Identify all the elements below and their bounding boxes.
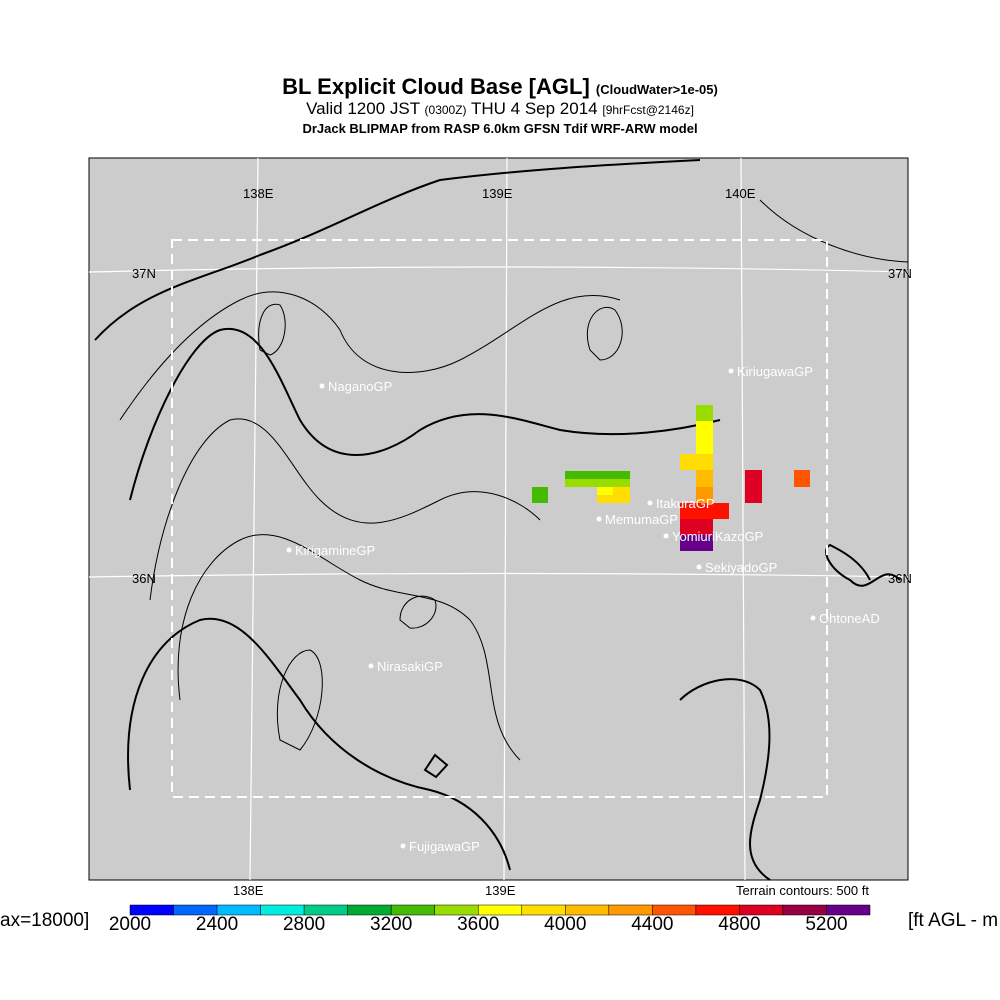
colorbar-tick-label: 2400: [195, 914, 239, 935]
lat-label: 37N: [132, 266, 156, 281]
site-label: YomiuriKazoGP: [672, 529, 764, 544]
chart-title: BL Explicit Cloud Base [AGL] (CloudWater…: [0, 74, 1000, 100]
site-label: FujigawaGP: [409, 839, 480, 854]
colorbar-left-label: ax=18000]: [0, 910, 90, 931]
cell: [532, 487, 548, 503]
lat-label: 36N: [132, 571, 156, 586]
cell: [565, 471, 630, 479]
chart-subtitle: Valid 1200 JST (0300Z) THU 4 Sep 2014 [9…: [0, 99, 1000, 119]
colorbar-tick-label: 2000: [108, 914, 152, 935]
lon-label: 139E: [485, 883, 516, 898]
domain-boundary: [171, 239, 828, 798]
terrain-contours: [94, 159, 909, 881]
cell: [794, 470, 810, 487]
site-label: KiriugawaGP: [737, 364, 813, 379]
lon-label: 138E: [243, 186, 274, 201]
lon-label: 138E: [233, 883, 264, 898]
cell: [696, 470, 713, 487]
site-label: MemumaGP: [605, 512, 678, 527]
colorbar-tick-label: 4800: [718, 914, 761, 935]
colorbar-tick-label: 4000: [544, 914, 587, 935]
forecast-info: [9hrFcst@2146z]: [602, 103, 694, 117]
colorbar-tick-label: 5200: [805, 914, 848, 935]
cell: [745, 470, 762, 503]
cell: [696, 487, 713, 503]
title-qualifier: (CloudWater>1e-05): [595, 82, 718, 97]
colorbar-units: [ft AGL - m: [908, 910, 999, 931]
terrain-note: Terrain contours: 500 ft: [736, 883, 869, 898]
lon-label: 139E: [482, 186, 513, 201]
site-label: NaganoGP: [328, 379, 393, 394]
cell: [680, 519, 713, 535]
site-markers: [286, 368, 816, 849]
graticule: [88, 157, 909, 881]
cell: [680, 535, 713, 551]
title-main: BL Explicit Cloud Base [AGL]: [282, 74, 590, 99]
site-label: ItakuraGP: [656, 496, 715, 511]
cloud-base-cells: [532, 405, 810, 551]
valid-time: Valid 1200 JST: [306, 99, 420, 118]
cell: [680, 454, 713, 470]
cell: [680, 503, 729, 519]
colorbar-tick-label: 3600: [457, 914, 500, 935]
cell: [565, 479, 630, 487]
site-label: OhtoneAD: [819, 611, 880, 626]
lat-label: 37N: [888, 266, 912, 281]
cell: [597, 487, 613, 495]
lon-label: 140E: [725, 186, 756, 201]
site-label: NirasakiGP: [377, 659, 443, 674]
colorbar: [129, 904, 871, 916]
colorbar-tick-label: 2800: [282, 914, 326, 935]
lat-label: 36N: [888, 571, 912, 586]
cell: [696, 421, 713, 454]
colorbar-tick-label: 3200: [370, 914, 413, 935]
date: THU 4 Sep 2014: [470, 99, 598, 118]
site-label: KirigamineGP: [295, 543, 376, 558]
cell: [696, 405, 713, 421]
site-label: SekiyadoGP: [705, 560, 778, 575]
colorbar-swatch: [826, 904, 871, 916]
utc-time: (0300Z): [424, 103, 467, 117]
map-background: [88, 157, 909, 881]
model-info: DrJack BLIPMAP from RASP 6.0km GFSN Tdif…: [302, 121, 698, 136]
colorbar-tick-label: 4400: [631, 914, 674, 935]
